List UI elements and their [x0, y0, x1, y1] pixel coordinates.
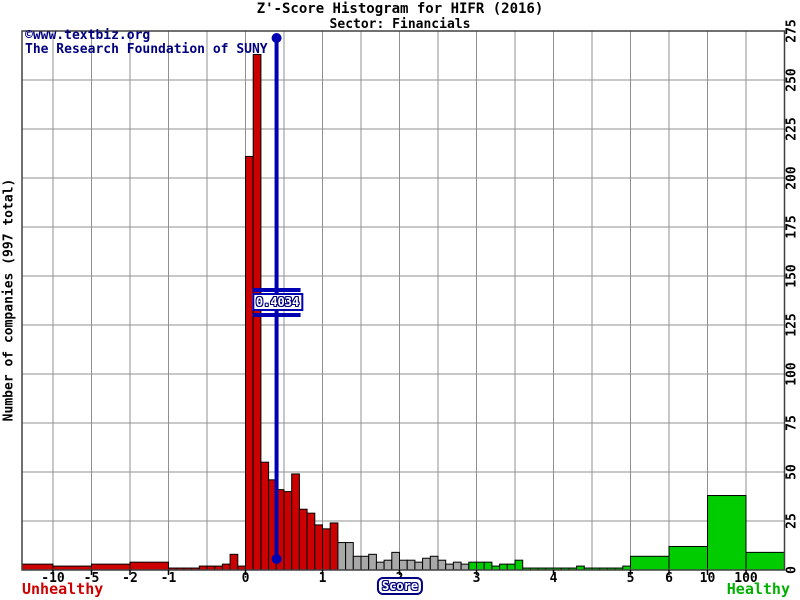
- histogram-bar: [383, 559, 393, 571]
- watermark: ©www.textbiz.org The Research Foundation…: [25, 29, 268, 57]
- histogram-bar: [514, 559, 524, 571]
- y-tick-label: 175: [784, 215, 800, 239]
- y-tick-label: 200: [784, 166, 800, 190]
- x-tick-label: -10: [41, 571, 65, 586]
- histogram-bar: [422, 557, 431, 571]
- y-tick-label: 100: [784, 362, 800, 386]
- chart-title: Z'-Score Histogram for HIFR (2016): [256, 1, 544, 17]
- watermark-line1: ©www.textbiz.org: [25, 28, 151, 43]
- x-tick-label: -2: [122, 571, 138, 586]
- histogram-bar: [476, 561, 485, 571]
- x-tick-label: 1: [318, 571, 327, 586]
- histogram-bar: [391, 551, 400, 571]
- histogram-bar: [298, 508, 308, 571]
- histogram-bar: [283, 491, 293, 571]
- x-tick-label: 10: [699, 571, 716, 586]
- histogram-bar: [306, 512, 316, 571]
- histogram-bar: [668, 545, 708, 571]
- histogram-bar: [329, 522, 339, 571]
- histogram-bar: [337, 542, 347, 571]
- x-tick-label: 6: [665, 571, 673, 586]
- x-tick-label: 4: [549, 571, 558, 586]
- x-axis-title-box: Score: [376, 577, 424, 595]
- zscore-marker-label: 0.4034: [251, 293, 304, 311]
- zscore-marker-value: 0.4034: [255, 295, 300, 309]
- histogram-bar: [314, 524, 323, 571]
- watermark-line2: The Research Foundation of SUNY: [25, 42, 268, 57]
- histogram-bar: [221, 563, 231, 571]
- histogram-bar: [437, 559, 447, 571]
- histogram-bar: [129, 561, 169, 571]
- histogram-bar: [399, 559, 408, 571]
- histogram-bar: [499, 563, 508, 571]
- x-tick-label: -1: [160, 571, 177, 586]
- histogram-bar: [368, 553, 377, 571]
- histogram-bar: [506, 563, 516, 571]
- unhealthy-label: Unhealthy: [22, 580, 104, 598]
- histogram-bar: [360, 555, 370, 571]
- histogram-bar: [375, 561, 385, 571]
- histogram-bar: [229, 553, 239, 571]
- y-tick-label: 250: [784, 68, 800, 92]
- histogram-bar: [406, 559, 416, 571]
- histogram-bar: [245, 155, 254, 571]
- histogram-bar: [352, 555, 362, 571]
- histogram-bar: [91, 563, 131, 571]
- histogram-bar: [291, 473, 300, 571]
- histogram-bar: [260, 461, 270, 571]
- y-tick-label: 150: [784, 264, 800, 288]
- y-tick-label: 0: [784, 566, 800, 574]
- y-tick-label: 75: [784, 415, 800, 431]
- histogram-bar: [414, 561, 424, 571]
- zscore-marker-bottom-dot: [271, 554, 282, 564]
- histogram-bar: [707, 495, 747, 571]
- histogram-bar: [429, 555, 439, 571]
- histogram-bar: [445, 563, 454, 571]
- x-tick-label: 3: [472, 571, 481, 586]
- x-tick-label: 0: [241, 571, 250, 586]
- y-tick-label: 275: [784, 19, 800, 43]
- histogram-bar: [252, 54, 262, 571]
- x-axis-title: Score: [381, 579, 419, 593]
- healthy-label: Healthy: [726, 580, 790, 598]
- zscore-marker-top-dot: [271, 33, 282, 43]
- histogram-bar: [345, 542, 354, 571]
- y-tick-label: 125: [784, 313, 800, 337]
- y-tick-label: 50: [784, 464, 800, 480]
- y-tick-label: 225: [784, 117, 800, 141]
- plot-border: [21, 30, 786, 571]
- histogram-bar: [630, 555, 670, 571]
- histogram-bar: [452, 561, 462, 571]
- histogram-bar: [468, 561, 477, 571]
- histogram-bar: [483, 561, 493, 571]
- y-tick-label: 25: [784, 513, 800, 529]
- chart-subtitle: Sector: Financials: [329, 17, 471, 32]
- y-axis-label: Number of companies (997 total): [1, 178, 17, 422]
- x-tick-label: -5: [83, 571, 100, 586]
- x-tick-label: 5: [626, 571, 635, 586]
- histogram-bar: [322, 528, 331, 571]
- histogram-bar: [460, 563, 470, 571]
- histogram-bar: [745, 551, 785, 571]
- histogram-bar: [21, 563, 54, 571]
- x-tick-label: 100: [734, 571, 758, 586]
